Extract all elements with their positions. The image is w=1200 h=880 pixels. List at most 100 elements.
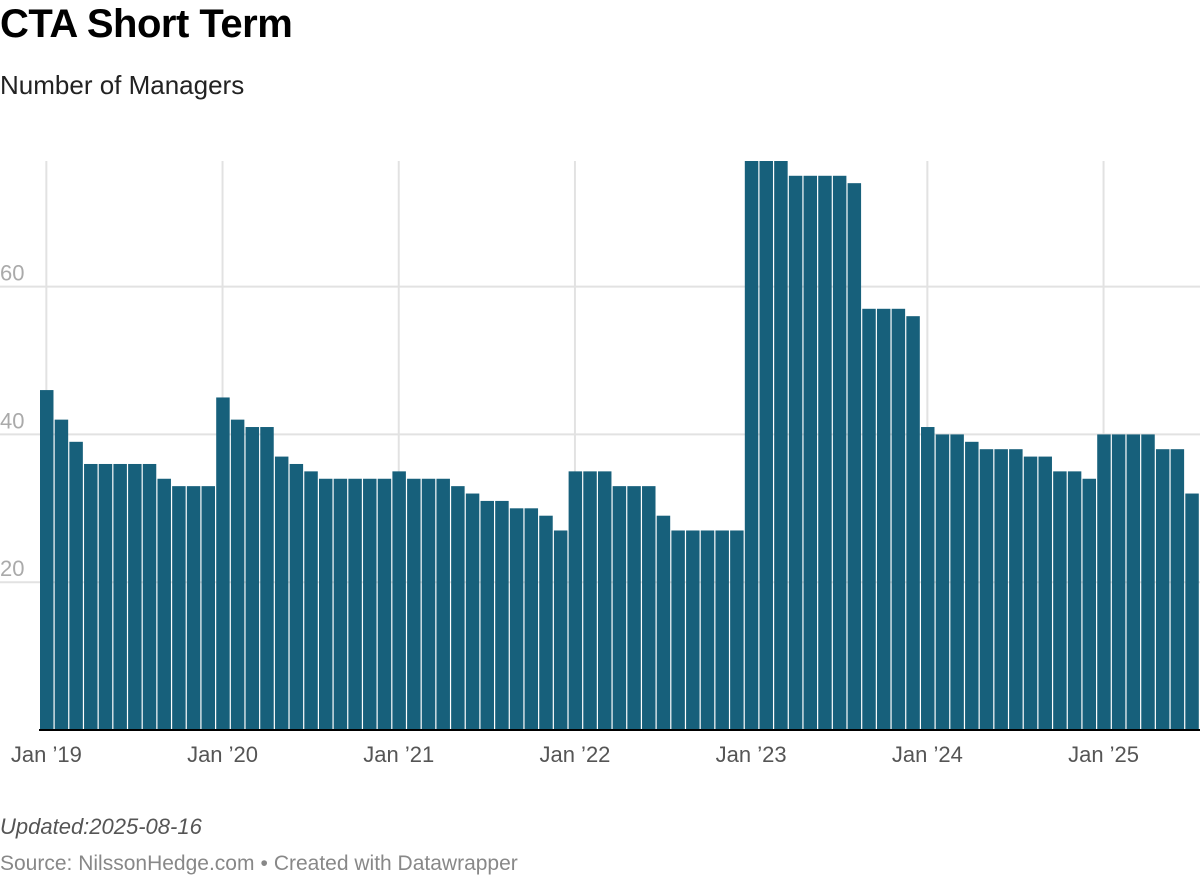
chart-title: CTA Short Term bbox=[0, 2, 293, 46]
bar bbox=[979, 449, 994, 730]
bar bbox=[318, 478, 333, 730]
credit-link[interactable]: Created with Datawrapper bbox=[273, 852, 518, 875]
bar bbox=[377, 478, 392, 730]
bar bbox=[965, 441, 979, 730]
bar bbox=[994, 449, 1008, 730]
bar bbox=[1111, 434, 1126, 730]
bars bbox=[40, 161, 1199, 730]
x-tick-label: Jan ’25 bbox=[1068, 742, 1139, 767]
bar bbox=[392, 471, 406, 730]
bar bbox=[1185, 493, 1199, 730]
bar bbox=[950, 434, 964, 730]
bar bbox=[260, 427, 274, 730]
bar bbox=[524, 508, 539, 730]
source-line: Source: NilssonHedge.com • Created with Da… bbox=[0, 852, 518, 876]
bar bbox=[744, 161, 759, 730]
x-axis-ticks: Jan ’19 Jan ’20 Jan ’21 Jan ’22 Jan ’23 Jan ’… bbox=[11, 742, 1139, 767]
bar bbox=[1141, 434, 1155, 730]
bar bbox=[289, 463, 304, 730]
bar bbox=[832, 175, 847, 730]
source-label: Source: bbox=[0, 852, 73, 875]
bar bbox=[935, 434, 950, 730]
bar bbox=[788, 175, 803, 730]
bar bbox=[172, 486, 186, 730]
bar bbox=[421, 478, 436, 730]
y-axis-ticks: 20 40 60 bbox=[0, 261, 24, 582]
y-tick-label: 60 bbox=[0, 261, 24, 286]
bar bbox=[54, 419, 69, 730]
bar bbox=[348, 478, 362, 730]
bar bbox=[847, 183, 862, 730]
bar bbox=[480, 500, 494, 730]
bar bbox=[539, 515, 553, 730]
bar bbox=[304, 471, 318, 730]
bar bbox=[700, 530, 715, 730]
bar bbox=[876, 308, 891, 730]
bar bbox=[862, 308, 876, 730]
bar bbox=[921, 427, 935, 730]
bar bbox=[1053, 471, 1067, 730]
bar bbox=[906, 316, 920, 730]
bar bbox=[656, 515, 671, 730]
x-tick-label: Jan ’23 bbox=[716, 742, 787, 767]
bar bbox=[1155, 449, 1170, 730]
bar bbox=[568, 471, 583, 730]
bar bbox=[1067, 471, 1082, 730]
bar bbox=[245, 427, 260, 730]
bar bbox=[274, 456, 289, 730]
bar bbox=[333, 478, 348, 730]
bar bbox=[1038, 456, 1052, 730]
bar bbox=[612, 486, 627, 730]
bar bbox=[98, 463, 113, 730]
bar bbox=[84, 463, 98, 730]
x-tick-label: Jan ’22 bbox=[539, 742, 610, 767]
bar bbox=[627, 486, 641, 730]
bar bbox=[1023, 456, 1038, 730]
bar bbox=[730, 530, 744, 730]
bar bbox=[774, 161, 788, 730]
bar bbox=[671, 530, 685, 730]
bar bbox=[553, 530, 568, 730]
footer-separator: • bbox=[260, 852, 268, 875]
x-tick-label: Jan ’21 bbox=[363, 742, 434, 767]
bar bbox=[128, 463, 142, 730]
bar bbox=[436, 478, 450, 730]
y-tick-label: 20 bbox=[0, 556, 24, 581]
bar bbox=[891, 308, 906, 730]
bar bbox=[216, 397, 230, 730]
bar bbox=[465, 493, 480, 730]
bar bbox=[1097, 434, 1111, 730]
bar bbox=[1009, 449, 1023, 730]
bar bbox=[157, 478, 171, 730]
bar bbox=[186, 486, 201, 730]
bar bbox=[407, 478, 421, 730]
bar bbox=[686, 530, 700, 730]
bar bbox=[363, 478, 377, 730]
x-tick-label: Jan ’19 bbox=[11, 742, 82, 767]
bar bbox=[40, 390, 54, 730]
bar bbox=[803, 175, 818, 730]
bar bbox=[142, 463, 157, 730]
bar bbox=[1126, 434, 1141, 730]
bar bbox=[1170, 449, 1185, 730]
bar bbox=[715, 530, 729, 730]
bar bbox=[583, 471, 597, 730]
bar bbox=[642, 486, 656, 730]
x-tick-label: Jan ’20 bbox=[187, 742, 258, 767]
bar bbox=[495, 500, 509, 730]
bar bbox=[230, 419, 245, 730]
source-link[interactable]: NilssonHedge.com bbox=[78, 852, 255, 875]
bar bbox=[113, 463, 127, 730]
y-tick-label: 40 bbox=[0, 408, 24, 433]
updated-note: Updated:2025-08-16 bbox=[0, 814, 202, 839]
chart-subtitle: Number of Managers bbox=[0, 70, 245, 100]
bar bbox=[759, 161, 773, 730]
bar bbox=[451, 486, 465, 730]
bar bbox=[597, 471, 612, 730]
bar bbox=[818, 175, 832, 730]
x-tick-label: Jan ’24 bbox=[892, 742, 963, 767]
bar bbox=[1082, 478, 1097, 730]
bar bbox=[69, 441, 83, 730]
bar bbox=[201, 486, 216, 730]
